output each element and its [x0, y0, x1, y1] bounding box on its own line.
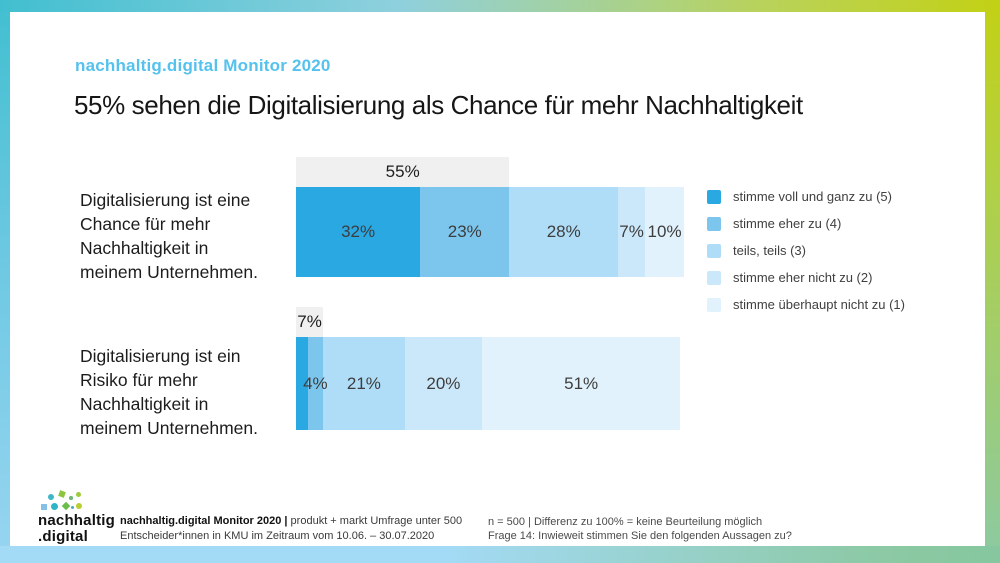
bar-segment: 23%	[420, 187, 510, 277]
logo-dot-icon	[71, 506, 74, 509]
bar-segment: 32%	[296, 187, 421, 277]
frame-border-bottom	[0, 546, 1000, 563]
page-title: 55% sehen die Digitalisierung als Chance…	[74, 90, 803, 120]
chart-row-risiko: 7% 4% 21% 20% 51%	[296, 307, 684, 430]
logo-dot-icon	[69, 496, 73, 500]
chart-row-chance: 55% 32% 23% 28% 7% 10%	[296, 157, 684, 277]
legend-label: stimme eher zu (4)	[733, 216, 842, 231]
legend-label: stimme überhaupt nicht zu (1)	[733, 297, 905, 312]
legend-swatch-icon	[707, 216, 721, 231]
bar-segment: 7%	[618, 187, 646, 277]
row-label-chance: Digitalisierung ist eine Chance für mehr…	[80, 190, 258, 282]
footer-note-line1: n = 500 | Differenz zu 100% = keine Beur…	[488, 516, 763, 528]
legend-swatch-icon	[707, 270, 721, 285]
stacked-bar: 4% 21% 20% 51%	[296, 337, 684, 430]
segment-value-label: 21%	[346, 373, 381, 393]
footer-source-bold: nachhaltig.digital Monitor 2020 |	[120, 515, 288, 527]
summary-bracket: 55%	[296, 157, 510, 187]
segment-value-label: 4%	[303, 373, 328, 393]
frame-border-left	[0, 0, 10, 563]
logo-text: nachhaltig .digital	[38, 512, 116, 545]
footer-source-rest: produkt + markt Umfrage unter 500	[287, 515, 463, 527]
segment-value-label: 23%	[447, 222, 482, 241]
legend-item: stimme eher zu (4)	[707, 210, 905, 237]
legend-swatch-icon	[707, 297, 721, 312]
segment-value-label: 28%	[546, 222, 581, 241]
bar-segment: 10%	[645, 187, 684, 277]
legend: stimme voll und ganz zu (5) stimme eher …	[707, 183, 905, 318]
logo-dot-icon	[41, 504, 47, 510]
legend-label: teils, teils (3)	[733, 243, 806, 258]
summary-label: 7%	[297, 312, 322, 331]
bar-segment: 51%	[482, 337, 681, 430]
nachhaltig-digital-logo: nachhaltig .digital	[38, 489, 118, 545]
logo-dot-icon	[58, 490, 66, 498]
footer-source-text: nachhaltig.digital Monitor 2020 | produk…	[120, 514, 462, 544]
segment-value-label: 10%	[647, 222, 682, 241]
segment-value-label: 51%	[564, 373, 599, 393]
legend-swatch-icon	[707, 189, 721, 204]
logo-dot-icon	[76, 503, 82, 509]
segment-value-label: 20%	[426, 373, 461, 393]
bar-segment: 21%	[323, 337, 405, 430]
segment-value-label: 32%	[341, 222, 376, 241]
legend-swatch-icon	[707, 243, 721, 258]
frame-border-right	[985, 0, 1000, 563]
legend-item: stimme voll und ganz zu (5)	[707, 183, 905, 210]
bar-segment: 20%	[404, 337, 483, 430]
bar-segment: 28%	[509, 187, 619, 277]
summary-bracket: 7%	[296, 307, 324, 337]
slide-subtitle: nachhaltig.digital Monitor 2020	[75, 56, 331, 75]
bar-segment	[296, 337, 308, 430]
stacked-bar: 32% 23% 28% 7% 10%	[296, 187, 684, 277]
summary-label: 55%	[385, 162, 420, 181]
footer-source-line2: Entscheider*innen in KMU im Zeitraum vom…	[120, 530, 435, 542]
frame-border-top	[0, 0, 1000, 12]
footer-note-text: n = 500 | Differenz zu 100% = keine Beur…	[488, 516, 792, 543]
bar-segment: 4%	[303, 337, 328, 430]
logo-dot-icon	[76, 492, 81, 497]
legend-item: stimme eher nicht zu (2)	[707, 264, 905, 291]
row-label-risiko: Digitalisierung ist ein Risiko für mehr …	[80, 346, 258, 438]
legend-label: stimme eher nicht zu (2)	[733, 270, 873, 285]
legend-label: stimme voll und ganz zu (5)	[733, 189, 892, 204]
footer-note-line2: Frage 14: Inwieweit stimmen Sie den folg…	[488, 529, 792, 542]
logo-dot-icon	[48, 494, 54, 500]
legend-item: teils, teils (3)	[707, 237, 905, 264]
logo-dot-icon	[61, 501, 71, 511]
segment-value-label: 7%	[619, 222, 644, 241]
logo-dot-icon	[51, 503, 58, 510]
legend-item: stimme überhaupt nicht zu (1)	[707, 291, 905, 318]
